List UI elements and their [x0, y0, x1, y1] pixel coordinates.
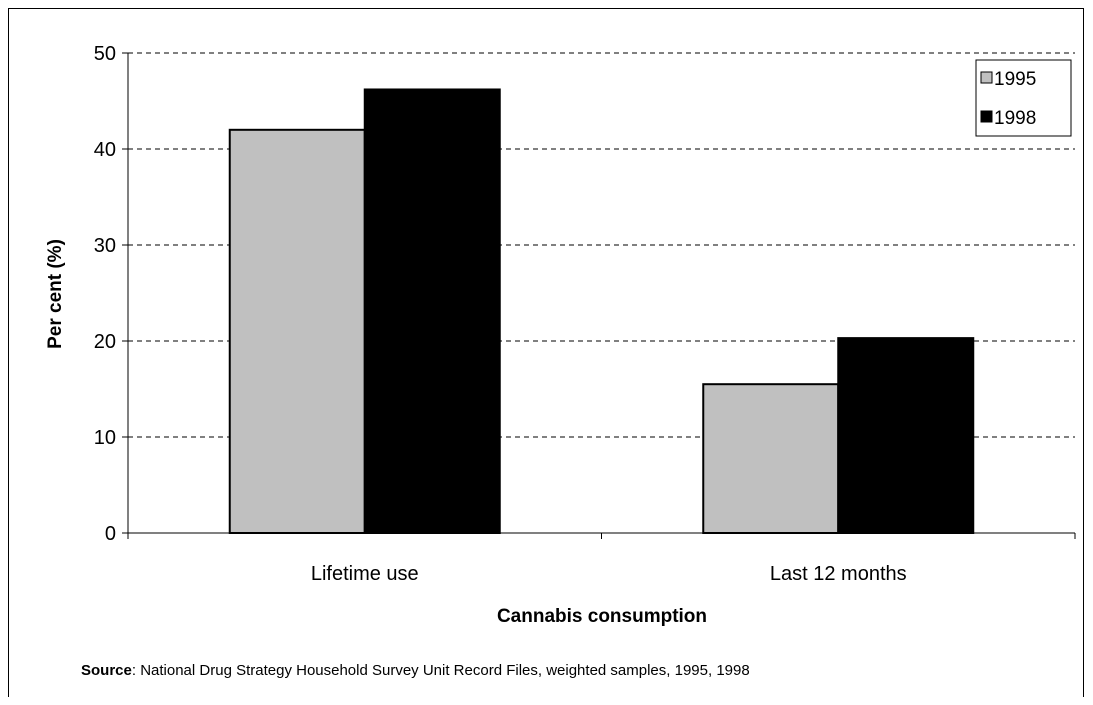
legend-swatch-1998: [980, 110, 993, 123]
legend: 1995 1998: [975, 59, 1072, 137]
y-tick-label-20: 20: [94, 331, 116, 353]
bar-1995-last-12-months: [702, 383, 840, 535]
y-tick-label-50: 50: [94, 43, 116, 65]
x-tick-label-1: Last 12 months: [770, 563, 907, 585]
source-label: Source: [81, 662, 132, 679]
bars: [228, 88, 975, 535]
x-tick-label-0: Lifetime use: [311, 563, 419, 585]
y-tick-label-0: 0: [105, 523, 116, 545]
y-axis-label: Per cent (%): [45, 239, 66, 349]
y-tick-label-40: 40: [94, 139, 116, 161]
legend-label-1995: 1995: [994, 69, 1036, 90]
bar-1998-lifetime-use: [363, 88, 501, 534]
y-tick-label-30: 30: [94, 235, 116, 257]
chart-frame: [8, 8, 1084, 697]
bar-1998-last-12-months: [837, 337, 975, 534]
y-tick-labels: 0 10 20 30 40 50: [94, 43, 116, 545]
x-tick-labels: Lifetime use Last 12 months: [311, 563, 907, 585]
x-axis-label: Cannabis consumption: [497, 606, 707, 627]
y-tick-label-10: 10: [94, 427, 116, 449]
bar-1995-lifetime-use: [228, 128, 366, 535]
legend-label-1998: 1998: [994, 108, 1036, 129]
source-note: Source: National Drug Strategy Household…: [81, 662, 750, 679]
source-text: : National Drug Strategy Household Surve…: [131, 662, 750, 679]
legend-swatch-1995: [980, 71, 993, 84]
